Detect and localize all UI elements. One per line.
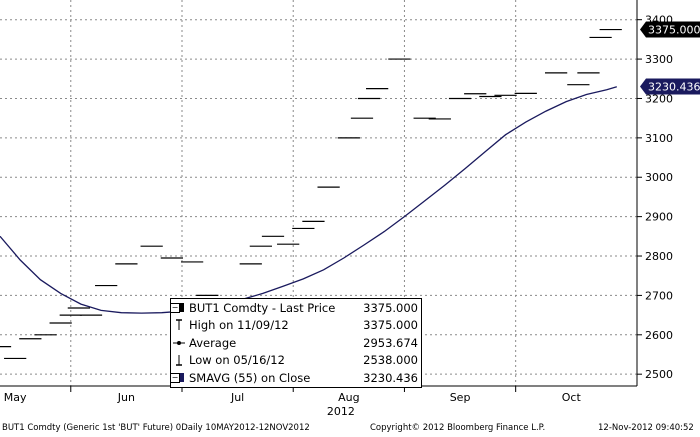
- value-tag-box: [640, 78, 700, 95]
- footer-copyright: Copyright© 2012 Bloomberg Finance L.P.: [370, 423, 546, 433]
- legend-row-high: High on 11/09/12 3375.000: [171, 317, 421, 335]
- grid-layer: [0, 0, 637, 386]
- legend-value: 3375.000: [363, 300, 418, 315]
- legend-label: Low on 05/16/12: [189, 353, 285, 368]
- x-axis-labels: May Jun Jul Aug Sep Oct 2012: [4, 391, 582, 418]
- y-tick-label: 2700: [645, 289, 673, 302]
- legend-row-low: Low on 05/16/12 2538.000: [171, 352, 421, 370]
- y-tick-label: 2500: [645, 368, 673, 381]
- legend-collapse-icon[interactable]: −: [170, 303, 180, 313]
- x-tick-label: May: [4, 391, 27, 404]
- x-tick-label: Oct: [562, 391, 582, 404]
- x-tick-label: Jul: [230, 391, 244, 404]
- average-marker-icon: [173, 337, 185, 349]
- y-tick-label: 2900: [645, 211, 673, 224]
- footer-timestamp: 12-Nov-2012 09:40:52: [598, 423, 694, 433]
- sma-line: [0, 86, 617, 314]
- y-tick-label: 3200: [645, 92, 673, 105]
- legend-value: 3230.436: [363, 370, 418, 385]
- low-marker-icon: [173, 354, 185, 366]
- legend-row-average: Average 2953.674: [171, 334, 421, 352]
- legend-label: BUT1 Comdty - Last Price: [189, 300, 336, 315]
- legend-collapse-icon[interactable]: −: [170, 373, 180, 383]
- legend-row-last-price: BUT1 Comdty - Last Price 3375.000: [171, 299, 421, 317]
- value-tag-label: 3375.000: [648, 24, 700, 37]
- y-tick-label: 2800: [645, 250, 673, 263]
- legend-label: Average: [189, 335, 237, 350]
- value-tag-box: [640, 21, 700, 38]
- legend-value: 2953.674: [363, 335, 418, 350]
- x-year-label: 2012: [327, 405, 355, 418]
- x-tick-label: Sep: [450, 391, 471, 404]
- x-tick-label: Aug: [338, 391, 359, 404]
- y-tick-label: 2600: [645, 329, 673, 342]
- legend-value: 3375.000: [363, 318, 418, 333]
- legend-label: SMAVG (55) on Close: [189, 370, 311, 385]
- y-tick-label: 3300: [645, 53, 673, 66]
- value-tag-label: 3230.436: [648, 80, 700, 93]
- legend-label: High on 11/09/12: [189, 318, 289, 333]
- legend: − BUT1 Comdty - Last Price 3375.000 High…: [170, 298, 422, 388]
- y-tick-label: 3100: [645, 132, 673, 145]
- high-marker-icon: [173, 319, 185, 331]
- value-tag-layer: 3375.000 3230.436: [640, 21, 700, 95]
- y-tick-label: 3000: [645, 171, 673, 184]
- legend-value: 2538.000: [363, 353, 418, 368]
- price-layer: [0, 28, 622, 360]
- sma-layer: [0, 86, 617, 314]
- x-tick-label: Jun: [117, 391, 135, 404]
- footer-security-description: BUT1 Comdty (Generic 1st 'BUT' Future) 0…: [2, 423, 310, 433]
- legend-row-smavg: SMAVG (55) on Close 3230.436: [171, 369, 421, 387]
